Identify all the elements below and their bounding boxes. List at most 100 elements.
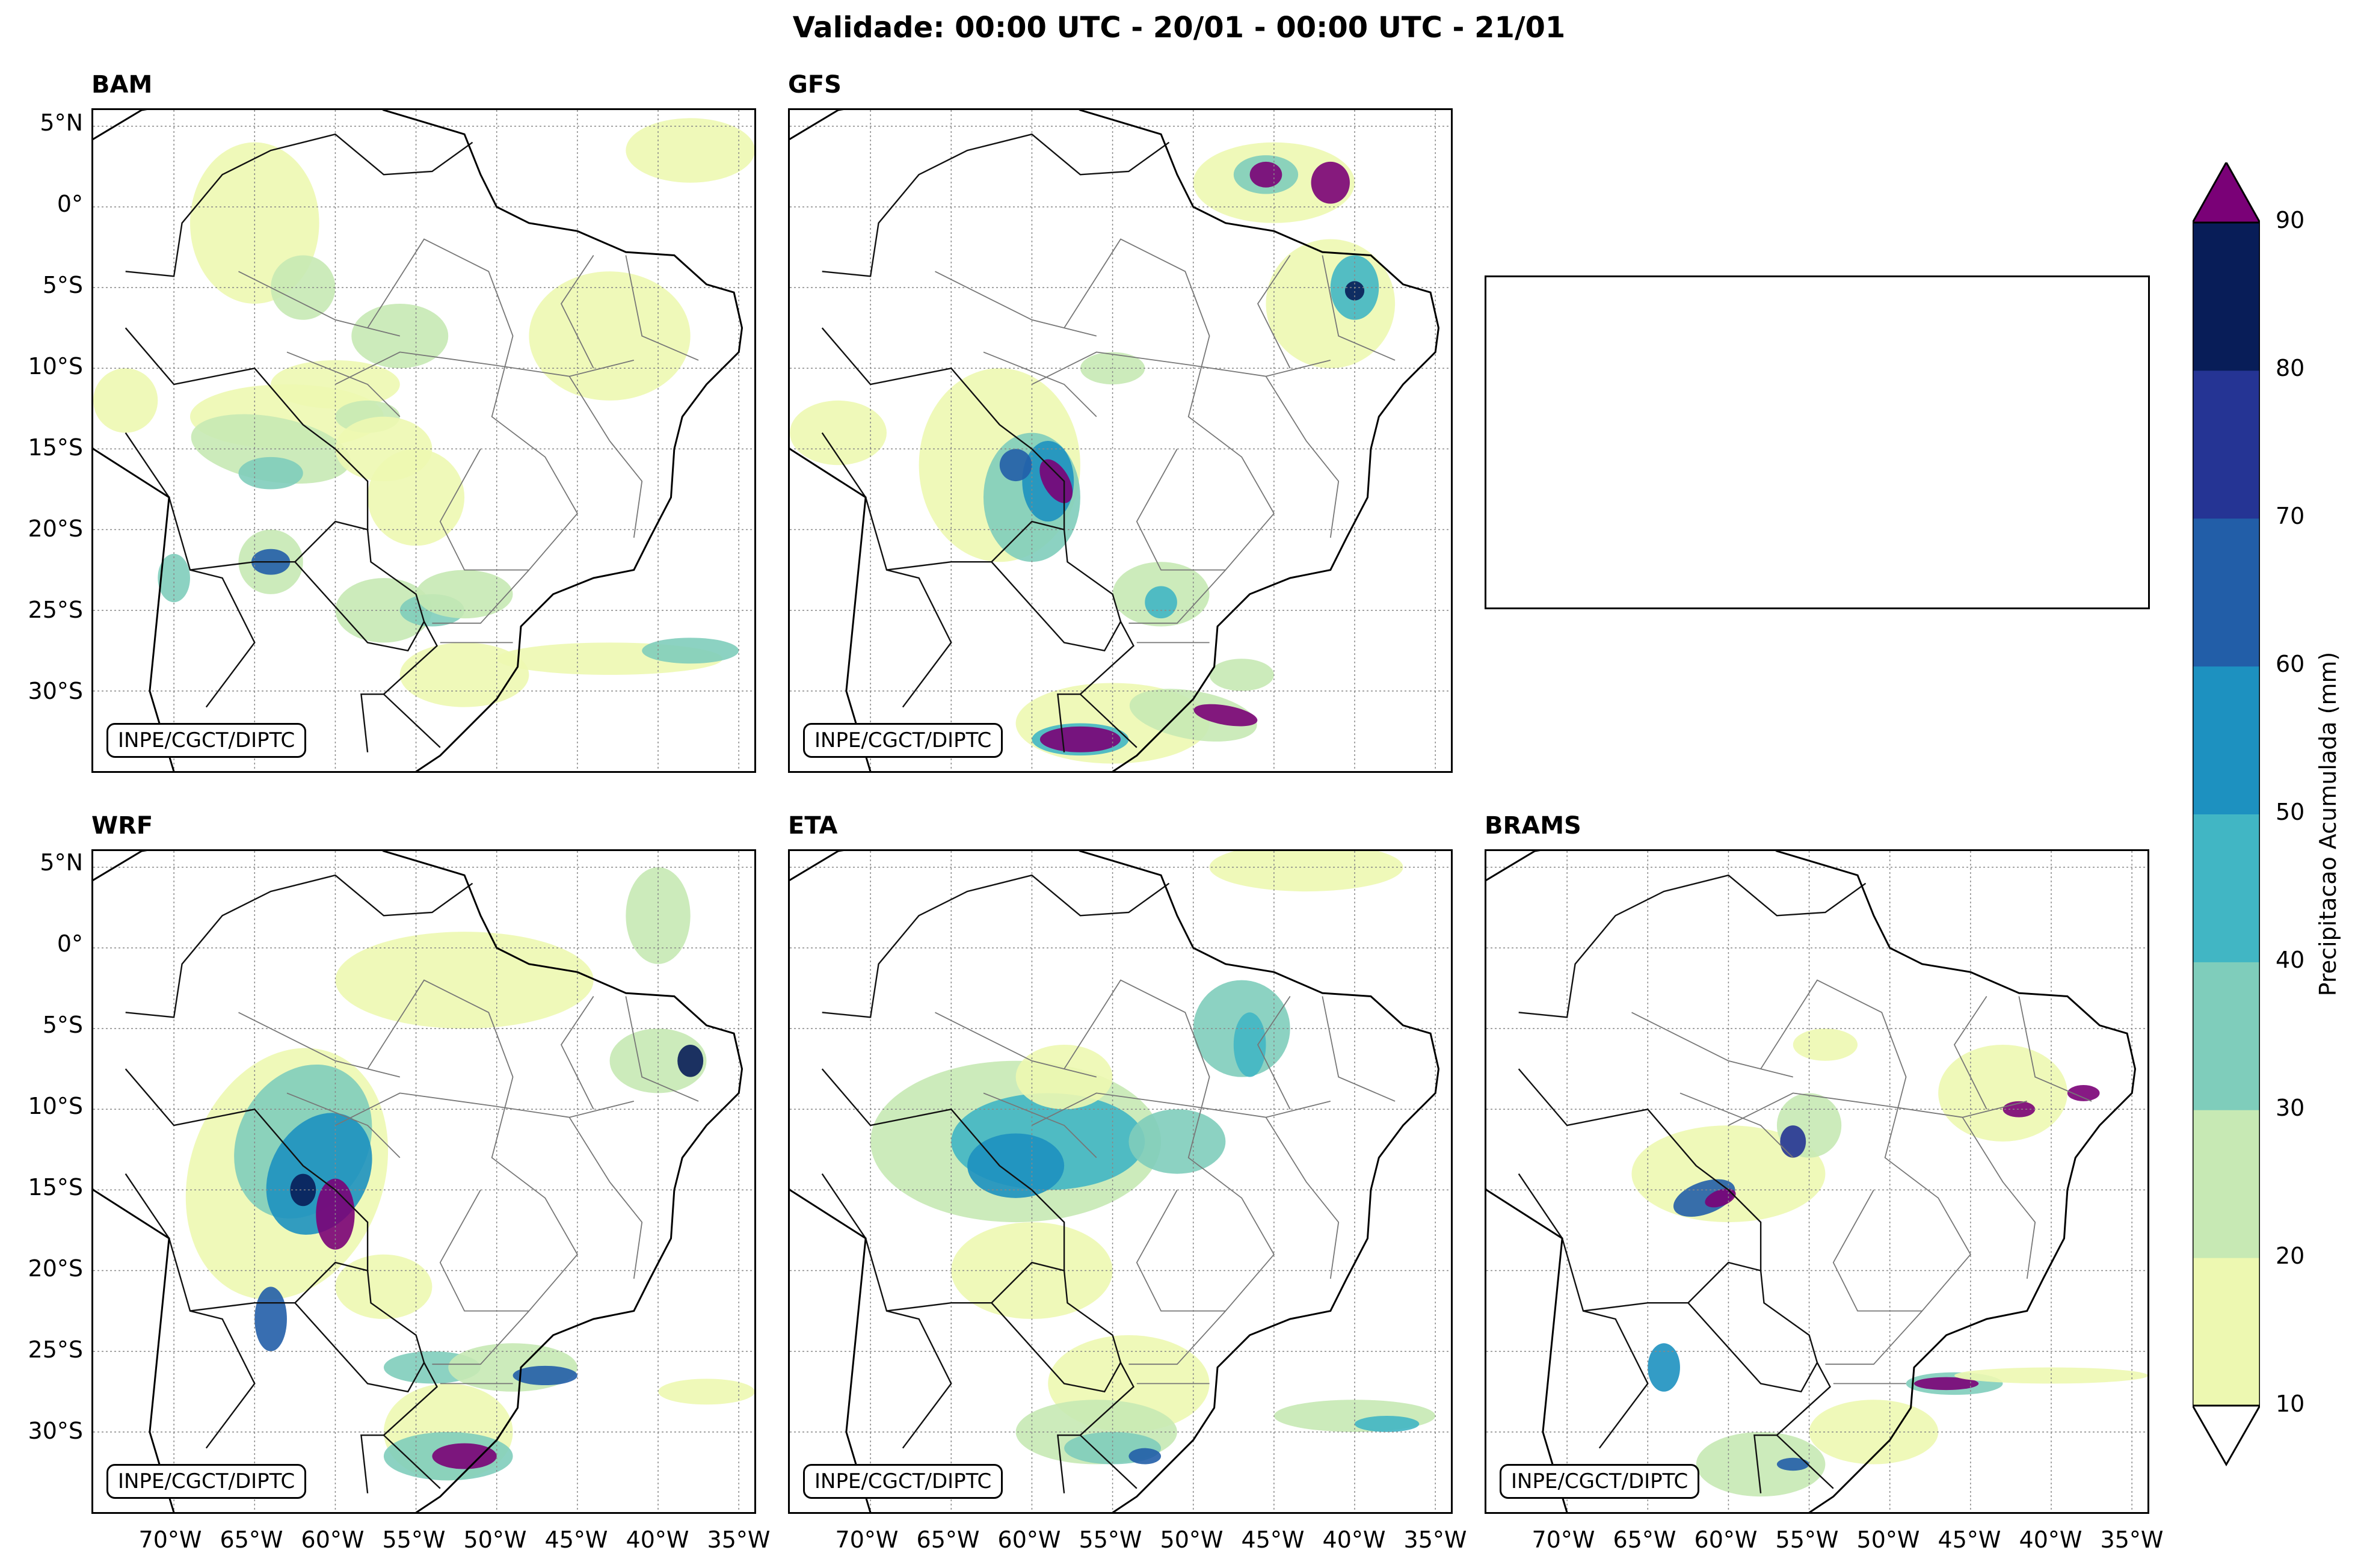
figure-title: Validade: 00:00 UTC - 20/01 - 00:00 UTC … bbox=[792, 11, 1566, 45]
country-border bbox=[125, 133, 473, 277]
lon-label: 50°W bbox=[1856, 1526, 1920, 1553]
country-border bbox=[125, 1173, 256, 1449]
state-border bbox=[1128, 569, 1227, 624]
country-border bbox=[991, 561, 1122, 652]
empty-legend-box bbox=[1485, 275, 2150, 609]
precip-area bbox=[1193, 704, 1258, 727]
lon-label: 65°W bbox=[220, 1526, 283, 1553]
precip-area bbox=[93, 368, 158, 433]
colorbar-tick-label: 90 bbox=[2276, 207, 2305, 233]
precip-area bbox=[1015, 1044, 1113, 1110]
lon-label: 65°W bbox=[1613, 1526, 1676, 1553]
lat-label: 10°S bbox=[28, 1093, 83, 1119]
state-border bbox=[1257, 996, 1291, 1110]
precip-area bbox=[335, 932, 594, 1029]
colorbar-over-triangle bbox=[2193, 162, 2260, 224]
credit-label: INPE/CGCT/DIPTC bbox=[803, 723, 1003, 758]
state-border bbox=[1265, 376, 1340, 538]
state-border bbox=[238, 1012, 401, 1078]
state-border bbox=[935, 1012, 1097, 1078]
panel-title-wrf: WRF bbox=[91, 812, 153, 840]
precip-area bbox=[1793, 1028, 1858, 1061]
state-border bbox=[625, 996, 699, 1102]
colorbar-segment bbox=[2193, 1258, 2260, 1406]
coastline bbox=[790, 851, 1440, 1512]
state-border bbox=[432, 1310, 530, 1365]
map-canvas bbox=[790, 851, 1451, 1512]
lon-label: 55°W bbox=[382, 1526, 446, 1553]
precip-area bbox=[642, 638, 739, 664]
lon-label: 35°W bbox=[707, 1526, 771, 1553]
precip-area bbox=[271, 255, 336, 320]
state-border bbox=[1953, 996, 1987, 1110]
coastline bbox=[93, 110, 743, 771]
precip-area bbox=[1696, 1431, 1826, 1497]
country-border bbox=[1687, 1302, 1818, 1393]
state-border bbox=[1128, 1310, 1227, 1365]
credit-label: INPE/CGCT/DIPTC bbox=[106, 1464, 307, 1499]
lat-label: 10°S bbox=[28, 353, 83, 380]
lat-label: 0° bbox=[57, 191, 83, 217]
country-border bbox=[294, 1302, 425, 1393]
colorbar-under-triangle bbox=[2193, 1404, 2260, 1467]
coastline bbox=[790, 110, 1440, 771]
colorbar-segment bbox=[2193, 518, 2260, 667]
country-border bbox=[294, 561, 425, 652]
country-border bbox=[125, 874, 473, 1018]
state-border bbox=[1064, 238, 1275, 571]
lon-label: 40°W bbox=[2019, 1526, 2082, 1553]
lat-label: 0° bbox=[57, 930, 83, 957]
precip-area bbox=[790, 400, 887, 466]
coastline bbox=[93, 851, 743, 1512]
colorbar-segment bbox=[2193, 1110, 2260, 1258]
coastline bbox=[93, 447, 175, 771]
precip-area bbox=[2067, 1085, 2100, 1101]
precip-area bbox=[1039, 726, 1121, 752]
state-border bbox=[1962, 1117, 2036, 1279]
state-border bbox=[1031, 1092, 1331, 1126]
country-border bbox=[1057, 1434, 1080, 1493]
country-border bbox=[1518, 1173, 1649, 1449]
precip-area bbox=[1913, 1377, 1979, 1391]
colorbar-segments bbox=[2193, 223, 2260, 1406]
state-border bbox=[334, 1092, 635, 1126]
country-border bbox=[1518, 874, 1867, 1018]
precip-area bbox=[1355, 1416, 1420, 1432]
lon-label: 50°W bbox=[463, 1526, 527, 1553]
colorbar-tick-label: 50 bbox=[2276, 799, 2305, 825]
precip-area bbox=[1673, 1179, 1735, 1217]
precip-area bbox=[1776, 1457, 1809, 1471]
lat-label: 5°S bbox=[42, 272, 83, 298]
precip-area bbox=[626, 118, 754, 183]
colorbar-label: Precipitacao Acumulada (mm) bbox=[2315, 651, 2341, 997]
precip-area bbox=[1129, 689, 1257, 742]
country-border bbox=[822, 133, 1170, 277]
precip-area bbox=[1233, 1012, 1266, 1077]
country-border bbox=[1518, 1068, 1834, 1489]
state-border bbox=[2018, 996, 2092, 1102]
lat-label: 20°S bbox=[28, 1255, 83, 1282]
precip-area bbox=[1128, 1109, 1226, 1174]
precip-area bbox=[238, 457, 303, 490]
lat-label: 5°N bbox=[40, 109, 83, 136]
state-border bbox=[286, 351, 401, 417]
colorbar-tick-label: 60 bbox=[2276, 651, 2305, 677]
lon-label: 35°W bbox=[1403, 1526, 1467, 1553]
coastline bbox=[1486, 1188, 1568, 1512]
country-border bbox=[822, 874, 1170, 1018]
state-border bbox=[1728, 1092, 2028, 1126]
precip-area bbox=[1311, 161, 1350, 204]
country-border bbox=[189, 1261, 368, 1312]
colorbar-segment bbox=[2193, 666, 2260, 814]
lat-label: 15°S bbox=[28, 1174, 83, 1201]
lon-label: 35°W bbox=[2100, 1526, 2164, 1553]
map-panel-wrf: INPE/CGCT/DIPTC bbox=[91, 849, 756, 1514]
lon-label: 45°W bbox=[544, 1526, 608, 1553]
lon-label: 55°W bbox=[1079, 1526, 1142, 1553]
state-border bbox=[1760, 979, 1971, 1312]
map-panel-gfs: INPE/CGCT/DIPTC bbox=[788, 108, 1453, 773]
state-border bbox=[983, 351, 1097, 417]
lon-label: 45°W bbox=[1241, 1526, 1305, 1553]
lon-label: 70°W bbox=[1531, 1526, 1595, 1553]
